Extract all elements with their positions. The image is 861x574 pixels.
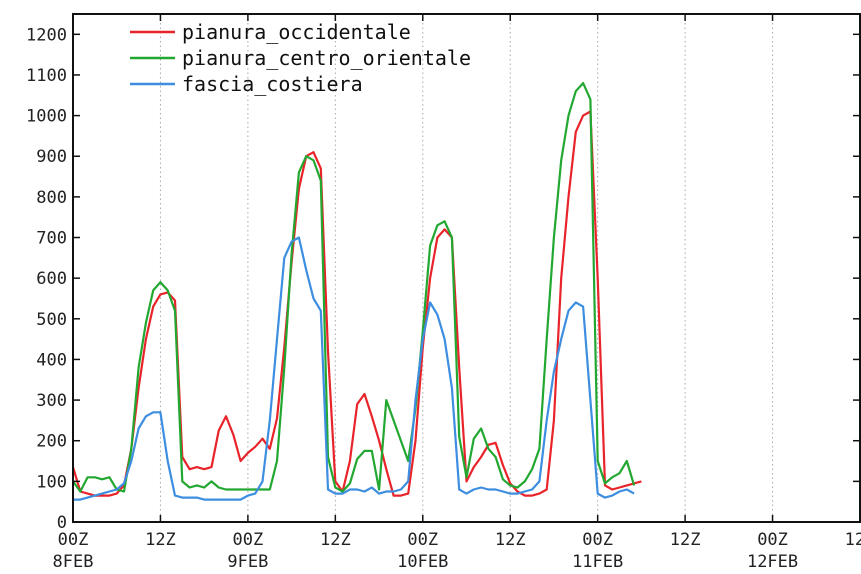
series-line-fascia-costiera [73, 236, 635, 501]
x-tick-label: 00Z [582, 530, 613, 550]
legend: pianura_occidentalepianura_centro_orient… [130, 20, 471, 96]
legend-label-fascia-costiera: fascia_costiera [182, 72, 363, 96]
series-line-pianura-occidentale [71, 110, 642, 497]
x-tick-label: 00Z [757, 530, 788, 550]
series-line-pianura-centro-orientale [72, 82, 636, 493]
legend-label-pianura-centro-orientale: pianura_centro_orientale [182, 46, 471, 70]
x-tick-label: 12Z [145, 530, 176, 550]
x-tick-date-label: 12FEB [747, 552, 798, 572]
series-lines [71, 82, 642, 501]
x-tick-label: 00Z [58, 530, 89, 550]
x-tick-date-label: 9FEB [227, 552, 268, 572]
plot-frame [72, 13, 861, 523]
x-tick-label: 12Z [670, 530, 701, 550]
y-tick-label: 300 [36, 391, 67, 411]
y-tick-label: 900 [36, 147, 67, 167]
y-tick-label: 1100 [26, 66, 67, 86]
y-tick-label: 800 [36, 188, 67, 208]
x-tick-date-label: 11FEB [572, 552, 623, 572]
x-tick-date-label: 8FEB [53, 552, 94, 572]
x-tick-date-label: 10FEB [397, 552, 448, 572]
legend-label-pianura-occidentale: pianura_occidentale [182, 20, 411, 44]
y-tick-label: 1200 [26, 25, 67, 45]
y-tick-label: 700 [36, 229, 67, 249]
y-tick-label: 1000 [26, 107, 67, 127]
y-tick-label: 400 [36, 350, 67, 370]
x-tick-label: 00Z [233, 530, 264, 550]
y-tick-label: 0 [57, 513, 67, 533]
y-tick-label: 600 [36, 269, 67, 289]
x-tick-label: 12Z [320, 530, 351, 550]
x-tick-label: 12Z [495, 530, 526, 550]
y-tick-label: 200 [36, 432, 67, 452]
axes: 0 100 200 300 400 500 600 700 800 900 1000 1100 1200… [26, 14, 861, 572]
x-tick-label: 12Z [845, 530, 861, 550]
x-tick-label: 00Z [407, 530, 438, 550]
y-tick-label: 500 [36, 310, 67, 330]
y-tick-label: 100 [36, 472, 67, 492]
